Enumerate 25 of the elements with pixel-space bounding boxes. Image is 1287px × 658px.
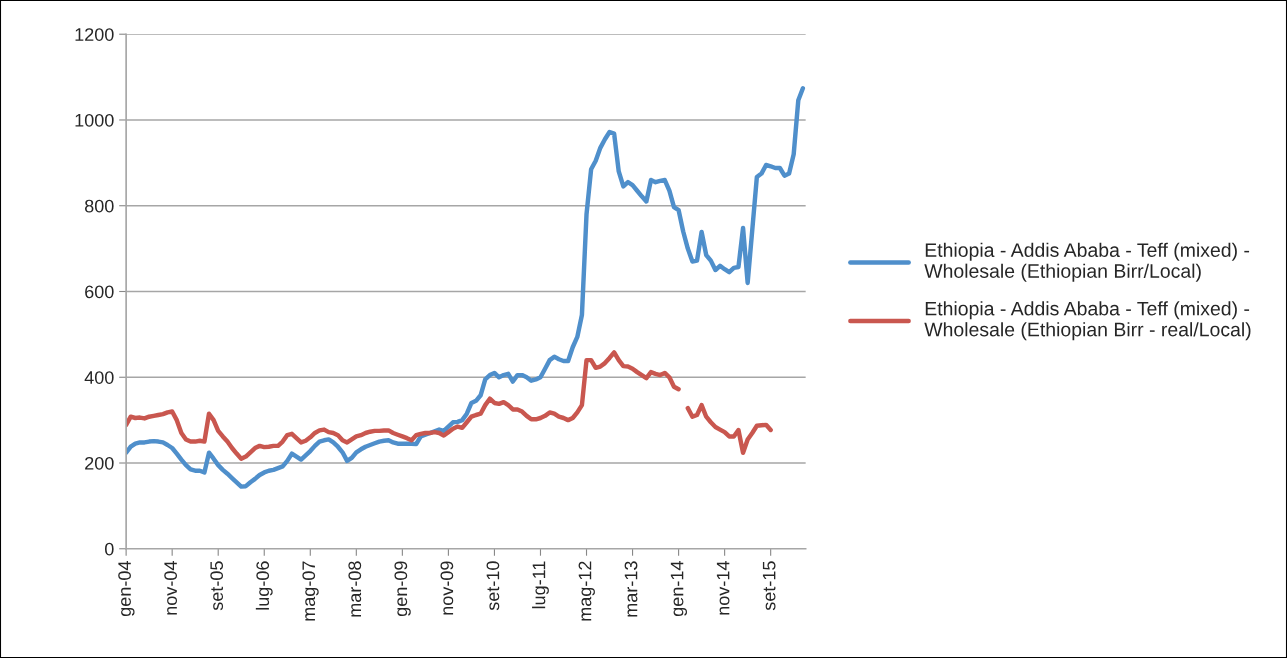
x-tick-label: gen-09	[394, 561, 411, 617]
x-tick-label: mag-07	[302, 561, 319, 621]
x-tick-label: nov-09	[440, 561, 454, 615]
x-tick-label: nov-04	[164, 561, 178, 615]
y-tick-label: 0	[104, 542, 114, 556]
x-tick-label: mar-13	[624, 561, 638, 617]
legend-label: Ethiopia - Addis Ababa - Teff (mixed) - Wholesale (Ethiopian Birr - real/Local)	[924, 301, 1251, 341]
x-tick-label: gen-04	[118, 561, 135, 617]
x-tick-label: mar-08	[348, 561, 362, 617]
x-tick-label: nov-14	[716, 561, 730, 615]
y-tick-label: 1000	[75, 113, 114, 127]
y-tick-label: 400	[84, 371, 114, 384]
y-tick-label: 200	[85, 456, 114, 470]
x-tick-label: lug-11	[532, 561, 549, 609]
y-tick-label: 800	[84, 199, 114, 213]
x-tick-label: mag-12	[578, 561, 595, 621]
y-tick-label: 600	[85, 285, 114, 299]
legend-label: Ethiopia - Addis Ababa - Teff (mixed) - Wholesale (Ethiopian Birr/Local)	[924, 242, 1250, 282]
x-tick-label: set-10	[486, 561, 500, 611]
line-series	[126, 86, 806, 489]
x-tick-label: set-15	[762, 561, 776, 611]
x-tick-label: set-05	[210, 561, 224, 611]
y-tick-label: 1200	[75, 28, 114, 41]
x-tick-label: lug-06	[255, 561, 273, 610]
x-tick-label: gen-14	[670, 561, 688, 617]
